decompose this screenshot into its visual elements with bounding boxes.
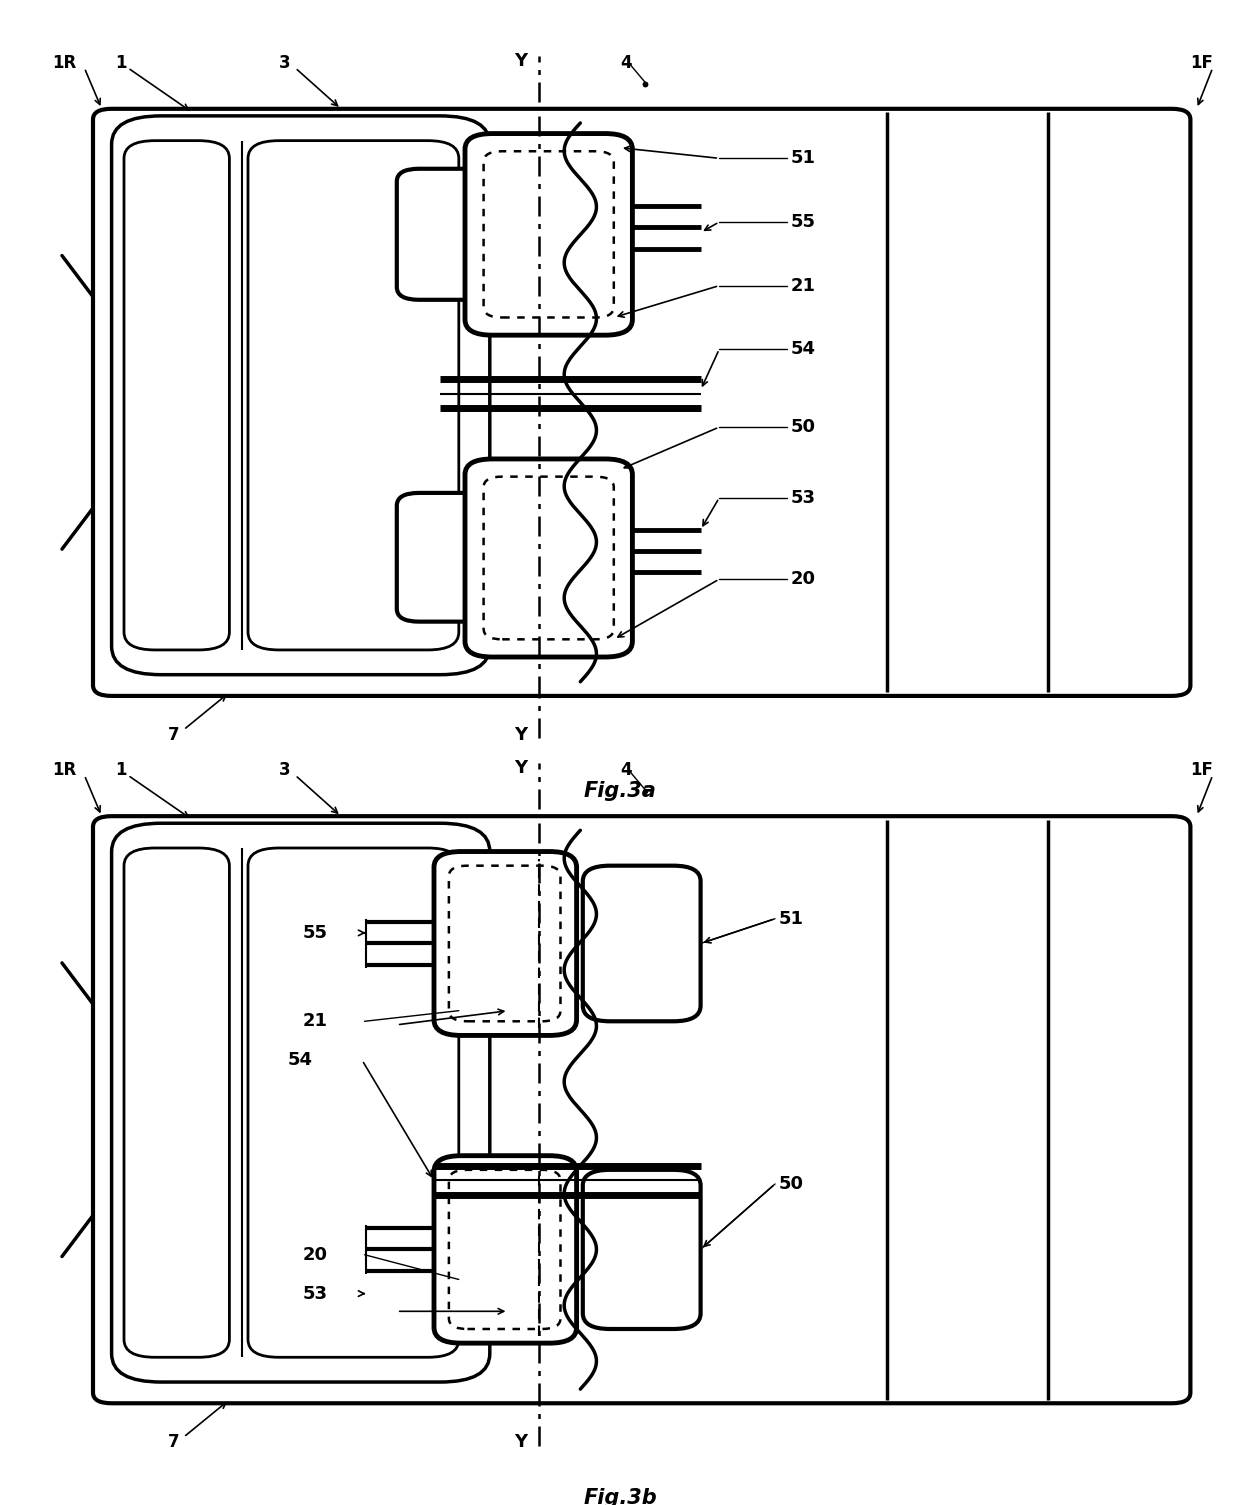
FancyBboxPatch shape bbox=[465, 459, 632, 658]
Text: 1R: 1R bbox=[52, 54, 77, 72]
FancyBboxPatch shape bbox=[93, 108, 1190, 695]
FancyBboxPatch shape bbox=[397, 169, 502, 299]
Text: 50: 50 bbox=[779, 1175, 804, 1193]
Text: Fig.3b: Fig.3b bbox=[583, 1488, 657, 1505]
FancyBboxPatch shape bbox=[434, 852, 577, 1035]
Text: 1F: 1F bbox=[1190, 762, 1213, 780]
Text: 55: 55 bbox=[303, 924, 327, 942]
Text: 54: 54 bbox=[791, 340, 816, 358]
Text: Y: Y bbox=[515, 1433, 528, 1451]
FancyBboxPatch shape bbox=[112, 823, 490, 1382]
Text: 3: 3 bbox=[279, 54, 290, 72]
Text: 20: 20 bbox=[791, 570, 816, 588]
FancyBboxPatch shape bbox=[93, 816, 1190, 1403]
Text: 1: 1 bbox=[115, 54, 126, 72]
Text: 7: 7 bbox=[167, 1433, 179, 1451]
FancyBboxPatch shape bbox=[112, 116, 490, 674]
Text: Y: Y bbox=[515, 51, 528, 69]
FancyBboxPatch shape bbox=[434, 1156, 577, 1342]
Text: 4: 4 bbox=[620, 54, 631, 72]
FancyBboxPatch shape bbox=[397, 494, 502, 622]
Text: 53: 53 bbox=[303, 1285, 327, 1303]
Text: 20: 20 bbox=[303, 1246, 327, 1264]
Text: 54: 54 bbox=[288, 1050, 312, 1069]
Text: 53: 53 bbox=[791, 489, 816, 507]
Text: 1R: 1R bbox=[52, 762, 77, 780]
FancyBboxPatch shape bbox=[248, 847, 459, 1358]
Text: 51: 51 bbox=[791, 149, 816, 167]
FancyBboxPatch shape bbox=[583, 1169, 701, 1329]
Text: 3: 3 bbox=[279, 762, 290, 780]
FancyBboxPatch shape bbox=[124, 847, 229, 1358]
Text: Y: Y bbox=[515, 759, 528, 777]
Text: 4: 4 bbox=[620, 762, 631, 780]
Text: 21: 21 bbox=[303, 1013, 327, 1031]
Text: 50: 50 bbox=[791, 418, 816, 436]
FancyBboxPatch shape bbox=[124, 140, 229, 650]
Text: 1: 1 bbox=[115, 762, 126, 780]
Text: 7: 7 bbox=[167, 725, 179, 743]
Text: Y: Y bbox=[515, 725, 528, 743]
Text: 55: 55 bbox=[791, 214, 816, 230]
Text: 1F: 1F bbox=[1190, 54, 1213, 72]
Text: 51: 51 bbox=[779, 909, 804, 927]
Text: 21: 21 bbox=[791, 277, 816, 295]
FancyBboxPatch shape bbox=[583, 865, 701, 1022]
Text: Fig.3a: Fig.3a bbox=[584, 781, 656, 801]
FancyBboxPatch shape bbox=[248, 140, 459, 650]
FancyBboxPatch shape bbox=[465, 134, 632, 336]
